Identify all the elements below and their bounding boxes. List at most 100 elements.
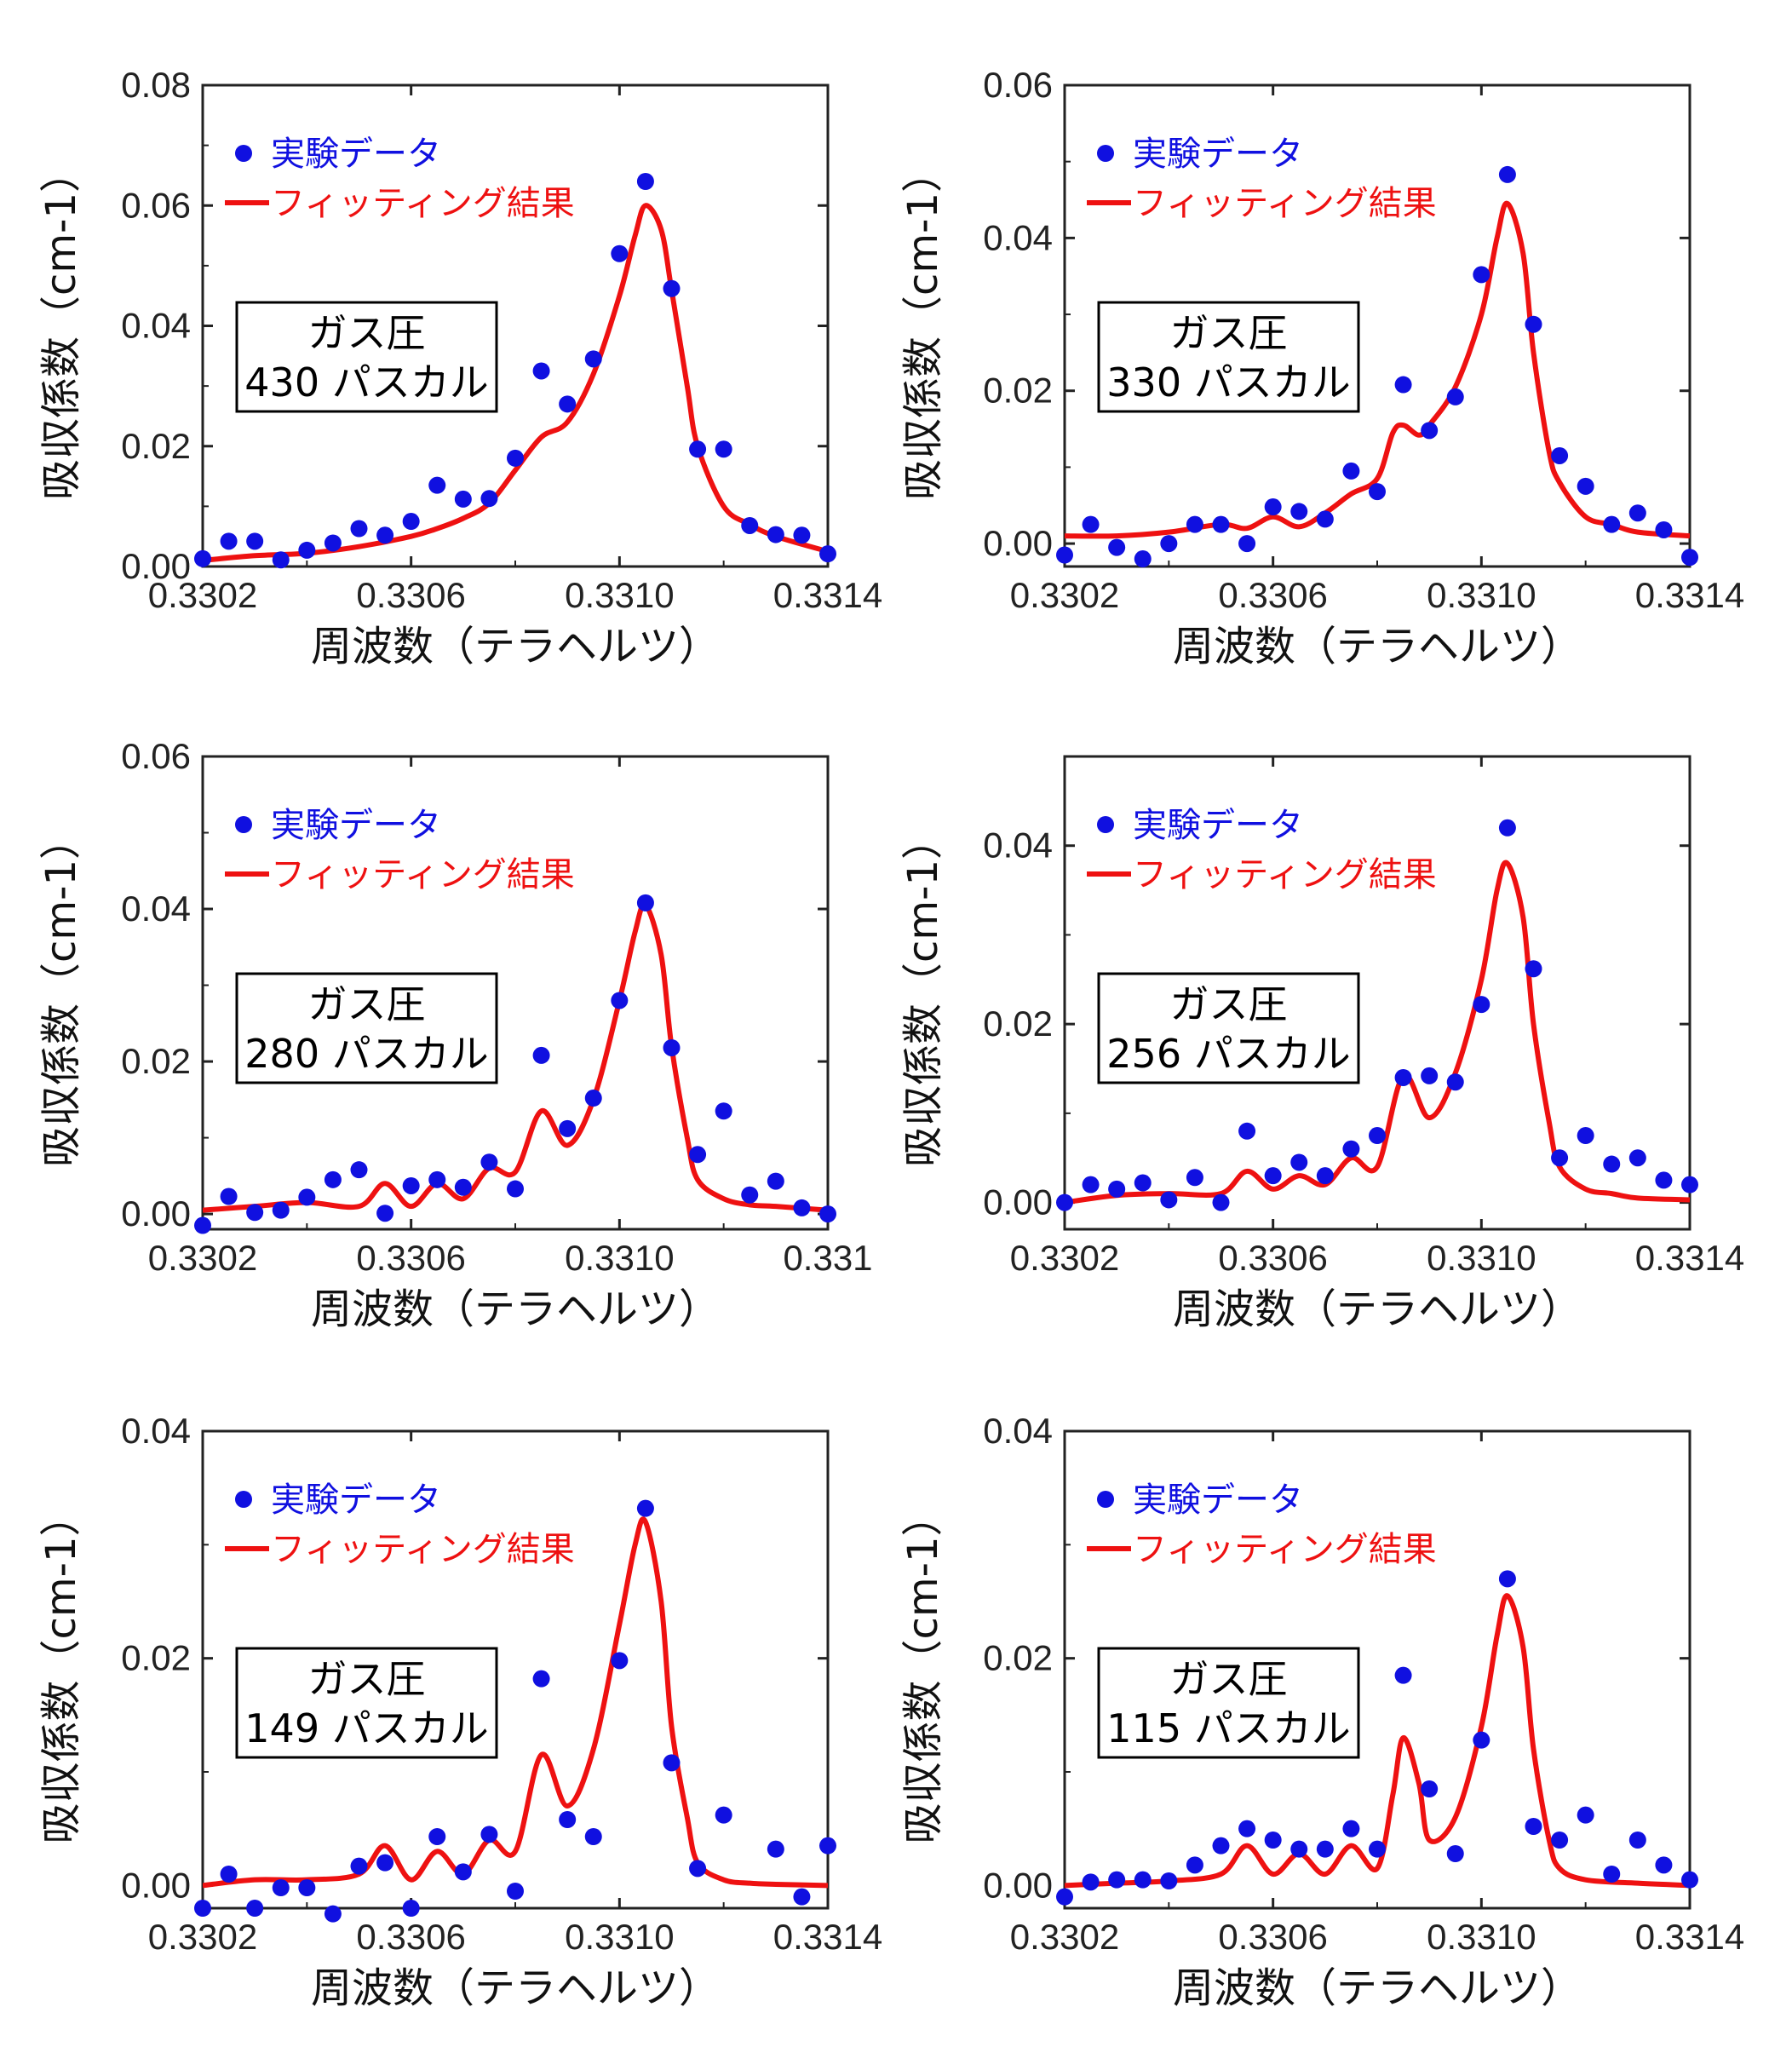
- data-point: [1603, 1866, 1621, 1883]
- data-point: [1446, 1845, 1464, 1862]
- data-point: [1342, 1820, 1360, 1837]
- data-point: [1108, 1180, 1126, 1198]
- data-point: [636, 1499, 654, 1517]
- data-point: [1525, 315, 1542, 333]
- data-point: [402, 1176, 420, 1194]
- data-point: [767, 1840, 784, 1858]
- data-point: [559, 1119, 577, 1137]
- data-point: [507, 1180, 524, 1198]
- data-point: [480, 1826, 498, 1843]
- data-point: [480, 1153, 498, 1171]
- data-point: [1421, 1067, 1439, 1084]
- data-point: [663, 1038, 681, 1056]
- pressure-value: 115 パスカル: [1106, 1705, 1350, 1751]
- x-tick-label: 0.3314: [773, 1917, 882, 1957]
- data-point: [1655, 520, 1673, 538]
- y-tick-label: 0.04: [983, 217, 1053, 257]
- y-tick-label: 0.06: [121, 185, 191, 225]
- data-point: [1342, 462, 1360, 480]
- legend-data-label: 実験データ: [271, 1481, 441, 1520]
- y-tick-label: 0.02: [121, 426, 191, 466]
- data-point: [402, 1900, 420, 1917]
- data-point: [1577, 1806, 1594, 1824]
- data-point: [1186, 1169, 1203, 1187]
- y-tick-label: 0.04: [121, 1411, 191, 1451]
- x-axis-label: 周波数（テラヘルツ）: [1173, 1964, 1582, 2012]
- x-tick-label: 0.3302: [148, 1917, 257, 1957]
- data-point: [1186, 515, 1203, 533]
- data-point: [1290, 503, 1308, 520]
- legend-data-label: 実験データ: [1133, 1481, 1303, 1520]
- data-point: [1082, 1873, 1100, 1891]
- data-point: [428, 1170, 446, 1188]
- data-point: [376, 1854, 394, 1872]
- fit-curve: [203, 203, 828, 563]
- data-point: [793, 526, 811, 544]
- data-point: [663, 1754, 681, 1772]
- pressure-box: [235, 301, 498, 413]
- data-point: [1316, 1840, 1334, 1858]
- chart-panel-4: 0.00 0.02 0.04 0.3302 0.3306 0.3310 0.3314 周波数（…: [899, 755, 1744, 1333]
- data-point: [1238, 535, 1256, 553]
- chart-panel-1: 0.00 0.02 0.04 0.06 0.08 0.3302 0.3306 0.3310 0.…: [37, 65, 882, 670]
- y-tick-label: 0.04: [121, 306, 191, 346]
- data-point: [532, 362, 550, 380]
- data-point: [819, 545, 836, 563]
- x-tick-label: 0.3314: [1635, 1238, 1744, 1278]
- data-point: [1082, 515, 1100, 533]
- data-point: [1603, 515, 1621, 533]
- legend-data-label: 実験データ: [1133, 806, 1303, 845]
- data-point: [454, 490, 472, 508]
- legend-fit-label: フィッティング結果: [1133, 855, 1437, 894]
- data-point: [1655, 1171, 1673, 1189]
- y-tick-label: 0.02: [983, 1003, 1053, 1044]
- data-point: [689, 1860, 707, 1878]
- data-point: [819, 1837, 836, 1855]
- x-tick-label: 0.3314: [1635, 1917, 1744, 1957]
- x-tick-label: 0.3310: [565, 1917, 674, 1957]
- data-point: [324, 1905, 342, 1923]
- data-point: [1108, 538, 1126, 556]
- x-tick-label: 0.3302: [1010, 575, 1119, 615]
- data-point: [246, 1900, 264, 1917]
- pressure-title: ガス圧: [308, 310, 426, 356]
- pressure-title: ガス圧: [308, 1656, 426, 1702]
- data-point: [1551, 1832, 1569, 1849]
- data-point: [1369, 1840, 1386, 1858]
- pressure-box: [1097, 972, 1360, 1084]
- data-point: [246, 532, 264, 550]
- x-tick-label: 0.3306: [1218, 1238, 1327, 1278]
- data-point: [1577, 477, 1594, 495]
- data-point: [1264, 1832, 1282, 1849]
- y-tick-label: 0.00: [121, 1865, 191, 1905]
- data-point: [1369, 483, 1386, 501]
- data-point: [1342, 1140, 1360, 1158]
- data-point: [298, 1188, 316, 1206]
- data-point: [1264, 498, 1282, 516]
- data-point: [584, 350, 602, 368]
- data-point: [1134, 1871, 1152, 1889]
- x-tick-label: 0.3310: [1427, 1917, 1536, 1957]
- y-tick-label: 0.02: [983, 371, 1053, 411]
- data-point: [1394, 1068, 1412, 1086]
- x-tick-label: 0.3306: [356, 575, 465, 615]
- data-point: [507, 449, 524, 467]
- y-tick-label: 0.00: [121, 1193, 191, 1234]
- data-point: [1525, 1818, 1542, 1835]
- y-axis-label: 吸収係数（cm-1）: [899, 1495, 947, 1843]
- legend-fit-label: フィッティング結果: [271, 855, 575, 894]
- x-tick-label: 0.3310: [1427, 1238, 1536, 1278]
- data-point: [402, 513, 420, 531]
- pressure-box: [235, 1647, 498, 1759]
- data-point: [324, 1170, 342, 1188]
- data-point: [1473, 266, 1490, 284]
- data-point: [1160, 535, 1178, 553]
- x-axis-label: 周波数（テラヘルツ）: [1173, 1285, 1582, 1333]
- y-tick-label: 0.00: [983, 1182, 1053, 1222]
- pressure-title: ガス圧: [1170, 1656, 1288, 1702]
- data-point: [376, 526, 394, 544]
- y-tick-label: 0.04: [983, 825, 1053, 865]
- legend-data-marker: [235, 816, 252, 833]
- data-point: [1316, 1167, 1334, 1185]
